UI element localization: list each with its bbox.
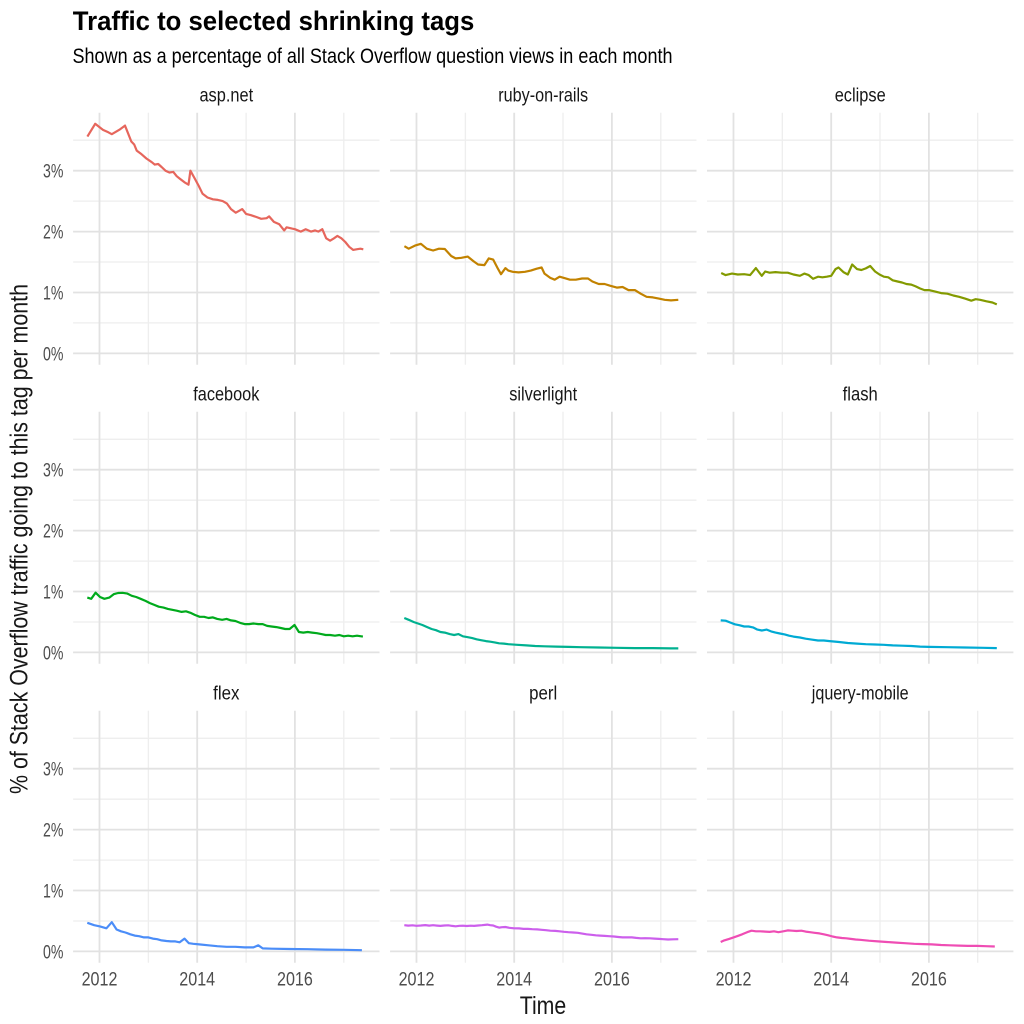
svg-text:silverlight: silverlight (509, 385, 577, 406)
svg-text:2%: 2% (43, 820, 63, 842)
svg-text:flex: flex (213, 684, 240, 705)
svg-text:ruby-on-rails: ruby-on-rails (498, 86, 588, 107)
svg-text:0%: 0% (43, 343, 63, 365)
svg-text:2016: 2016 (911, 969, 947, 991)
svg-text:facebook: facebook (193, 385, 260, 406)
svg-text:2%: 2% (43, 521, 63, 543)
svg-text:3%: 3% (43, 460, 63, 482)
svg-text:flash: flash (843, 385, 878, 406)
svg-text:% of Stack Overflow traffic go: % of Stack Overflow traffic going to thi… (6, 284, 34, 794)
svg-text:1%: 1% (43, 881, 63, 903)
svg-text:2%: 2% (43, 222, 63, 244)
svg-text:2012: 2012 (82, 969, 118, 991)
svg-text:2014: 2014 (179, 969, 215, 991)
svg-text:Traffic to selected shrinking: Traffic to selected shrinking tags (73, 6, 475, 36)
svg-text:eclipse: eclipse (835, 86, 886, 107)
svg-text:1%: 1% (43, 283, 63, 305)
svg-text:2016: 2016 (277, 969, 313, 991)
svg-text:2014: 2014 (496, 969, 532, 991)
svg-text:3%: 3% (43, 759, 63, 781)
svg-text:0%: 0% (43, 941, 63, 963)
svg-text:jquery-mobile: jquery-mobile (811, 684, 909, 705)
svg-text:2014: 2014 (813, 969, 849, 991)
svg-text:2016: 2016 (594, 969, 630, 991)
svg-text:1%: 1% (43, 582, 63, 604)
svg-text:Shown as a percentage of all S: Shown as a percentage of all Stack Overf… (73, 44, 673, 68)
svg-text:0%: 0% (43, 642, 63, 664)
svg-text:asp.net: asp.net (199, 86, 253, 107)
svg-text:2012: 2012 (399, 969, 435, 991)
svg-text:perl: perl (529, 684, 557, 705)
svg-text:3%: 3% (43, 161, 63, 183)
svg-text:Time: Time (520, 992, 567, 1020)
svg-text:2012: 2012 (716, 969, 752, 991)
